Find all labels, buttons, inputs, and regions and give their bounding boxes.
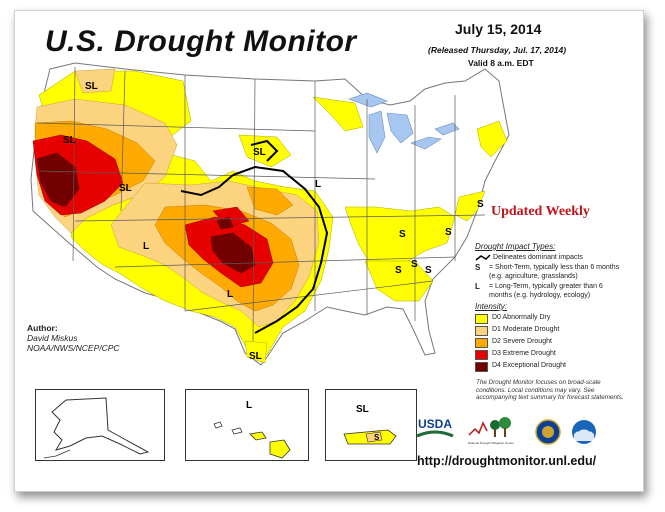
d4-label: D4 Exceptional Drought <box>492 361 566 369</box>
author-name: David Miskus <box>27 333 78 343</box>
footnote: The Drought Monitor focuses on broad-sca… <box>476 379 624 401</box>
aleutian-islands <box>43 449 71 459</box>
puerto-rico-inset: SL S <box>325 389 417 461</box>
d2-swatch <box>475 337 488 348</box>
legend-d2-row: D2 Severe Drought <box>475 337 625 348</box>
d1-label: D1 Moderate Drought <box>492 325 560 333</box>
author-org: NOAA/NWS/NCEP/CPC <box>27 343 120 353</box>
impact-labels: SL SL SL SL SL L L L S S S S S S <box>63 81 484 362</box>
impact-label-l: L <box>315 179 321 190</box>
updated-weekly-note: Updated Weekly <box>491 204 590 219</box>
legend-delineates-row: Delineates dominant impacts <box>475 254 625 263</box>
map-date: July 15, 2014 <box>455 21 542 37</box>
state-boundaries <box>36 66 486 342</box>
pr-impact-label: SL <box>356 404 369 415</box>
legend: Drought Impact Types: Delineates dominan… <box>475 242 625 374</box>
hawaii-impact-label: L <box>246 400 252 411</box>
impact-label-l: L <box>143 241 149 252</box>
impact-label-s: S <box>399 229 406 240</box>
impact-label-sl: SL <box>253 147 266 158</box>
author-label: Author: <box>27 323 58 333</box>
delineates-text: Delineates dominant impacts <box>493 253 583 261</box>
drought-monitor-url[interactable]: http://droughtmonitor.unl.edu/ <box>417 454 597 468</box>
pr-s-label: S <box>374 433 380 442</box>
impact-delineation-lines <box>180 139 329 334</box>
impact-label-sl: SL <box>63 135 76 146</box>
legend-d4-row: D4 Exceptional Drought <box>475 361 625 372</box>
d1-swatch <box>475 325 488 336</box>
oahu-shape <box>231 427 243 435</box>
impact-label-s: S <box>395 265 402 276</box>
d4-swatch <box>475 361 488 372</box>
impact-label-s: S <box>477 199 484 210</box>
legend-d3-row: D3 Extreme Drought <box>475 349 625 360</box>
drought-monitor-map-frame: SL SL SL SL SL L L L S S S S S S U.S. Dr… <box>14 10 644 492</box>
us-drought-map: SL SL SL SL SL L L L S S S S S S <box>30 62 510 366</box>
alaska-inset <box>35 389 165 461</box>
valid-time: Valid 8 a.m. EDT <box>468 58 534 68</box>
ndmc-logo[interactable]: National Drought Mitigation Center <box>465 409 517 447</box>
impact-label-s: S <box>411 259 418 270</box>
legend-long-term-row: L = Long-Term, typically greater than 6 … <box>475 282 625 300</box>
d0-swatch <box>475 313 488 324</box>
release-date: (Released Thursday, Jul. 17, 2014) <box>428 45 567 55</box>
commerce-seal-icon[interactable] <box>535 419 561 445</box>
legend-d1-row: D1 Moderate Drought <box>475 325 625 336</box>
pr-d1-area <box>365 431 383 443</box>
delineation-line-icon <box>475 253 491 261</box>
map-title: U.S. Drought Monitor <box>45 25 357 58</box>
short-term-text: = Short-Term, typically less than 6 mont… <box>489 264 620 280</box>
long-term-text: = Long-Term, typically greater than 6 mo… <box>489 283 603 299</box>
hawaii-inset: L <box>185 389 309 461</box>
maui-shape <box>249 431 267 441</box>
alaska-shape <box>51 397 150 455</box>
impact-label-sl: SL <box>119 183 132 194</box>
impact-label-sl: SL <box>249 351 262 362</box>
great-lakes <box>348 92 460 154</box>
d2-label: D2 Severe Drought <box>492 337 552 345</box>
short-term-key: S <box>475 263 481 272</box>
legend-short-term-row: S = Short-Term, typically less than 6 mo… <box>475 263 625 281</box>
kauai-shape <box>213 421 223 429</box>
impact-label-s: S <box>445 227 452 238</box>
legend-d0-row: D0 Abnormally Dry <box>475 313 625 324</box>
author-block: Author: David Miskus NOAA/NWS/NCEP/CPC <box>27 323 120 353</box>
impact-label-sl: SL <box>85 81 98 92</box>
big-island-shape <box>269 439 291 459</box>
impact-types-header: Drought Impact Types: <box>475 242 556 251</box>
svg-text:USDA: USDA <box>418 417 452 431</box>
impact-label-s: S <box>425 265 432 276</box>
intensity-header: Intensity: <box>475 302 508 311</box>
usda-logo[interactable]: USDA <box>415 414 455 442</box>
long-term-key: L <box>475 282 480 291</box>
svg-text:National Drought Mitigation Ce: National Drought Mitigation Center <box>468 441 514 445</box>
impact-label-l: L <box>227 289 233 300</box>
d0-label: D0 Abnormally Dry <box>492 313 551 321</box>
d3-label: D3 Extreme Drought <box>492 349 556 357</box>
noaa-logo-icon[interactable] <box>571 419 597 445</box>
d3-swatch <box>475 349 488 360</box>
